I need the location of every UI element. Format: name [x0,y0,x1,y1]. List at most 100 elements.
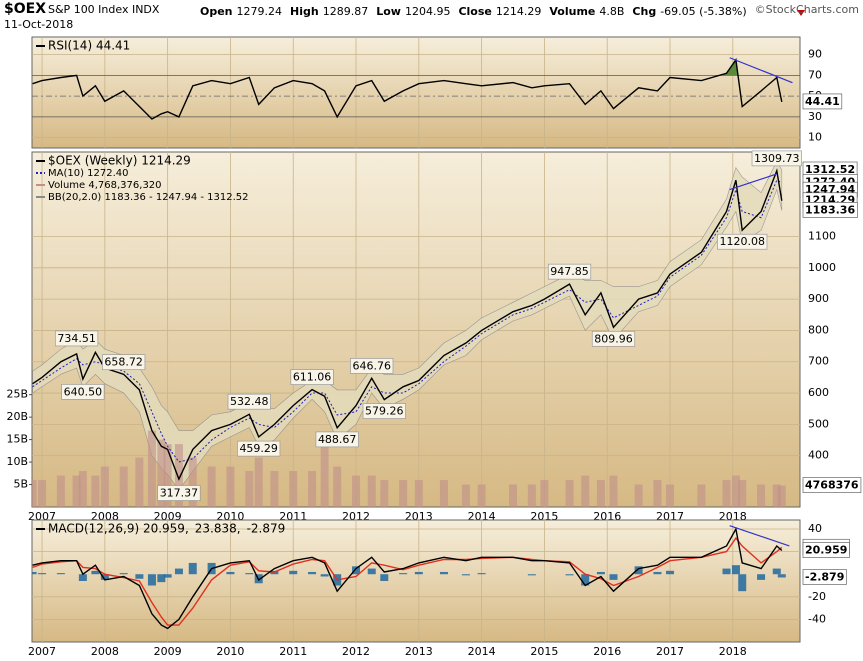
volume-bar [414,480,423,507]
x-tick-label: 2013 [405,645,433,658]
histogram-bar [722,568,731,575]
y-tick-label: 700 [808,355,829,368]
histogram-bar [414,571,423,575]
histogram-bar [56,573,65,575]
label-box [350,358,394,374]
label-box [802,202,858,218]
quote-label: Close [458,5,491,18]
histogram-bar [731,565,740,575]
volume-bar [399,480,408,507]
volume-bar [527,484,536,507]
volume-bar [147,430,156,507]
legend-entry: BB(20,2.0) 1183.36 - 1247.94 - 1312.52 [48,192,249,203]
histogram-bar [477,573,486,575]
annotation: 1120.08 [719,235,765,248]
volume-bar [333,466,342,507]
plot [32,152,800,507]
x-tick-label: 2018 [719,645,747,658]
histogram-bar [461,574,470,576]
x-tick-label: 2016 [593,645,621,658]
volume-bar [757,484,766,507]
y2-tick-label: 10B [6,455,28,468]
histogram-bar [565,574,574,576]
label-box [802,542,850,558]
last-value-label: 4768376 [805,479,859,492]
x-tick-label: 2012 [342,645,370,658]
histogram-bar [147,574,156,586]
y-tick-label: 10 [808,131,822,144]
annotation: 640.50 [64,385,103,398]
annotation: 611.06 [293,371,332,384]
legend-entry: RSI(14) 44.41 [48,39,130,53]
y-tick-label: 400 [808,449,829,462]
histogram-bar [188,562,197,575]
plot [32,37,800,148]
y-tick-label: 600 [808,386,829,399]
label-box [237,440,281,457]
y-tick-label: 30 [808,110,822,123]
volume-bar [540,480,549,507]
y-tick-label: -40 [808,612,826,625]
legend-entry: $OEX (Weekly) 1214.29 [48,154,191,168]
histogram-bar [135,574,144,579]
volume-bar [254,457,263,507]
annotation: 809.96 [594,332,633,345]
y-tick-label: 70 [808,68,822,81]
volume-bar [270,471,279,507]
volume-bar [461,484,470,507]
volume-bar [135,457,144,507]
histogram-bar [439,571,448,575]
label-box [362,403,406,419]
quote-value: 1279.24 [237,5,283,18]
volume-bar [188,457,197,507]
volume-bar [777,485,786,507]
volume-bar [722,480,731,507]
histogram-bar [777,574,786,578]
legend-entry: MACD(12,26,9) 20.959, [48,522,189,536]
label-box [61,384,105,400]
volume-bar [439,480,448,507]
x-tick-label: 2011 [279,645,307,658]
last-value-label: -2.879 [805,570,844,583]
volume-bar [226,466,235,507]
index-name: S&P 100 Index INDX [48,3,160,16]
label-box [802,569,847,585]
label-box [591,330,636,347]
x-tick-label: 2010 [216,645,244,658]
histogram-bar [308,571,317,575]
quote-value: 1289.87 [323,5,369,18]
histogram-bar [320,574,329,577]
histogram-bar [738,574,747,592]
x-tick-label: 2014 [468,645,496,658]
volume-bar [163,444,172,507]
histogram-bar [157,574,166,583]
volume-bar [738,480,747,507]
quote-label: Open [200,5,233,18]
volume-bar [380,480,389,507]
label-box [547,263,592,280]
panel [31,519,801,643]
histogram-bar [653,571,662,575]
histogram-bar [119,573,128,575]
histogram-bar [757,574,766,580]
y-tick-label: 1000 [808,261,836,274]
quote: Open 1279.24 High 1289.87 Low 1204.95 Close 121… [200,5,747,18]
x-tick-label: 2007 [28,645,56,658]
histogram-bar [380,574,389,581]
histogram-bar [772,568,781,575]
volume-bar [174,444,183,507]
y2-tick-label: 5B [13,478,28,491]
volume-bar [352,475,361,507]
legend-entry: Volume 4,768,376,320 [48,180,162,191]
histogram-bar [289,570,298,575]
label-box [102,354,146,371]
volume-bar [477,484,486,507]
x-tick-label: 2009 [154,645,182,658]
copyright: ©StockCharts.com [755,3,859,16]
histogram-bar [367,568,376,575]
label-box [227,393,271,410]
volume-bar [367,475,376,507]
quote-value: 4.8B [599,5,624,18]
quote-label: Chg [632,5,656,18]
